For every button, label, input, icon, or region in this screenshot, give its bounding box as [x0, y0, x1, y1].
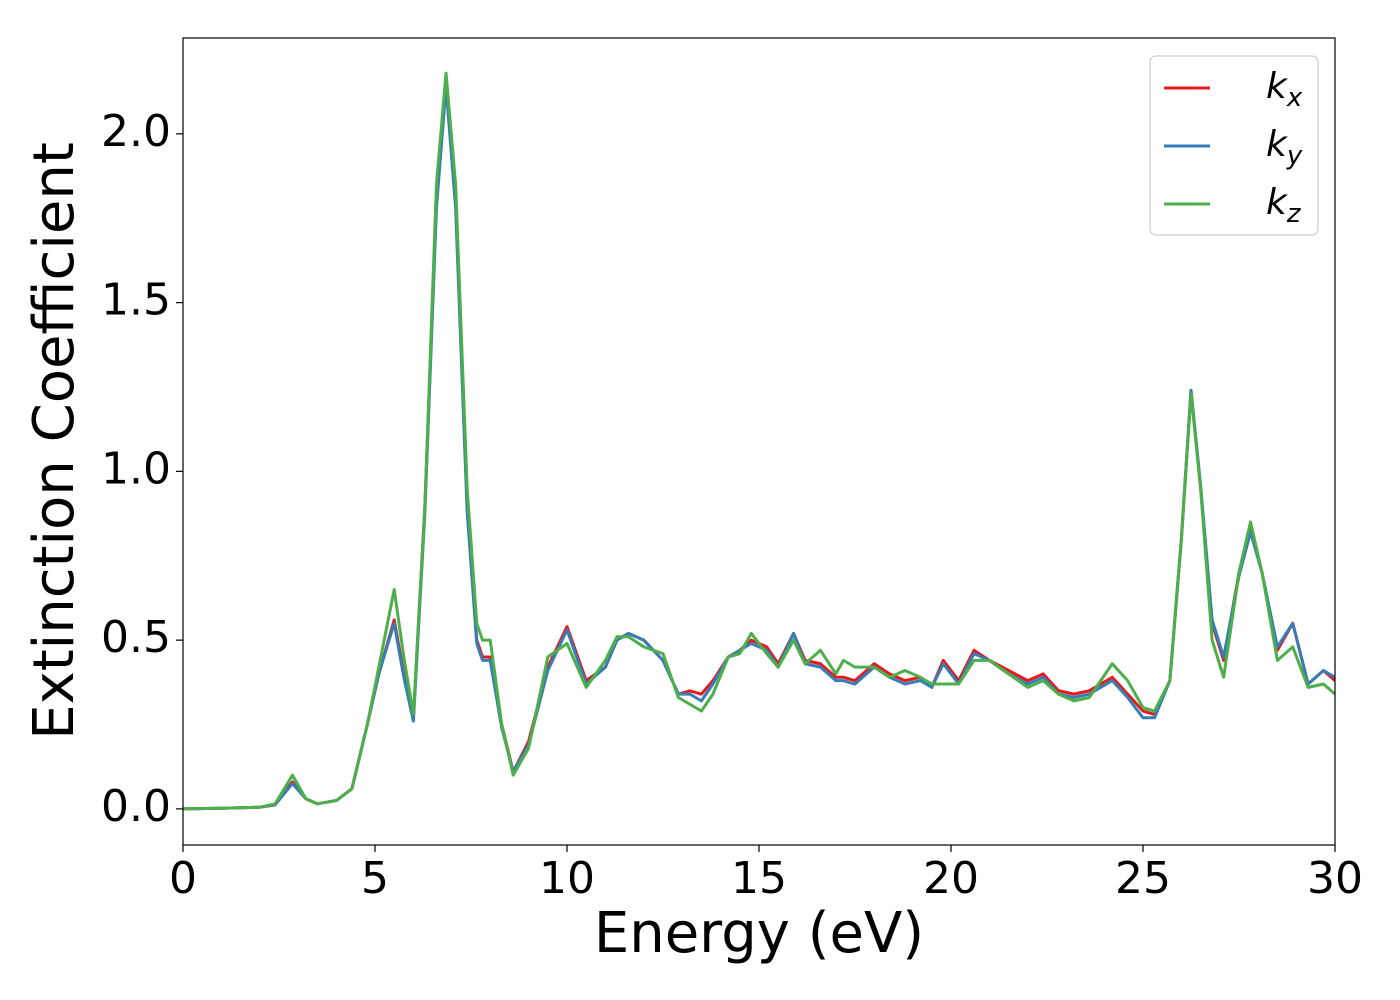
legend-label: kz: [1266, 182, 1302, 229]
x-tick-label: 10: [539, 853, 595, 904]
legend-box: [1149, 55, 1319, 236]
y-tick-label: 0.0: [101, 781, 171, 832]
y-tick-label: 1.5: [101, 275, 171, 326]
x-tick-label: 15: [731, 853, 787, 904]
x-tick-label: 20: [923, 853, 979, 904]
legend-label: kx: [1266, 66, 1303, 113]
y-tick-label: 0.5: [101, 612, 171, 663]
legend-label: ky: [1266, 124, 1303, 171]
y-tick-label: 1.0: [101, 443, 171, 494]
data-line: [183, 71, 1335, 811]
x-axis-label: Energy (eV): [594, 901, 924, 966]
legend: kx ky kz: [1149, 55, 1319, 236]
x-tick-label: 25: [1115, 853, 1171, 904]
y-tick-label: 2.0: [101, 106, 171, 157]
y-axis-label: Extinction Coefficient: [22, 142, 87, 740]
x-tick-label: 0: [169, 853, 197, 904]
x-tick-label: 30: [1307, 853, 1363, 904]
plot-frame: [182, 37, 1336, 846]
x-tick-label: 5: [361, 853, 389, 904]
